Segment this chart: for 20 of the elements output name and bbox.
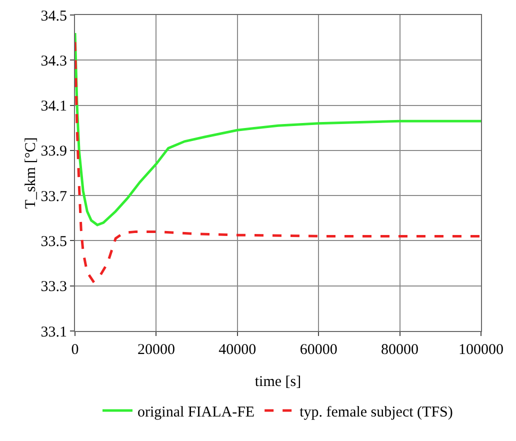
legend-label: typ. female subject (TFS) — [300, 404, 453, 420]
y-tick-label: 33.7 — [40, 188, 68, 205]
y-tick-label: 34.1 — [40, 98, 67, 115]
x-tick-label: 60000 — [300, 342, 338, 358]
y-tick-label: 34.5 — [40, 8, 67, 24]
y-tick-label: 34.3 — [40, 53, 67, 70]
x-axis-title: time [s] — [254, 374, 302, 390]
y-axis-title: T_skm [°C] — [22, 137, 39, 209]
x-tick-label: 100000 — [458, 342, 504, 358]
x-tick-label: 20000 — [137, 342, 175, 358]
line-series — [75, 40, 481, 283]
y-tick-label: 33.1 — [40, 324, 67, 340]
y-tick-label: 33.5 — [40, 234, 67, 250]
line-series — [75, 32, 481, 226]
x-tick-label: 0 — [71, 342, 79, 358]
y-tick-label: 33.3 — [40, 279, 67, 296]
y-tick-label: 33.9 — [40, 144, 67, 160]
x-tick-label: 80000 — [381, 342, 419, 358]
x-tick-label: 40000 — [218, 342, 256, 358]
legend-label: original FIALA-FE — [138, 404, 255, 420]
